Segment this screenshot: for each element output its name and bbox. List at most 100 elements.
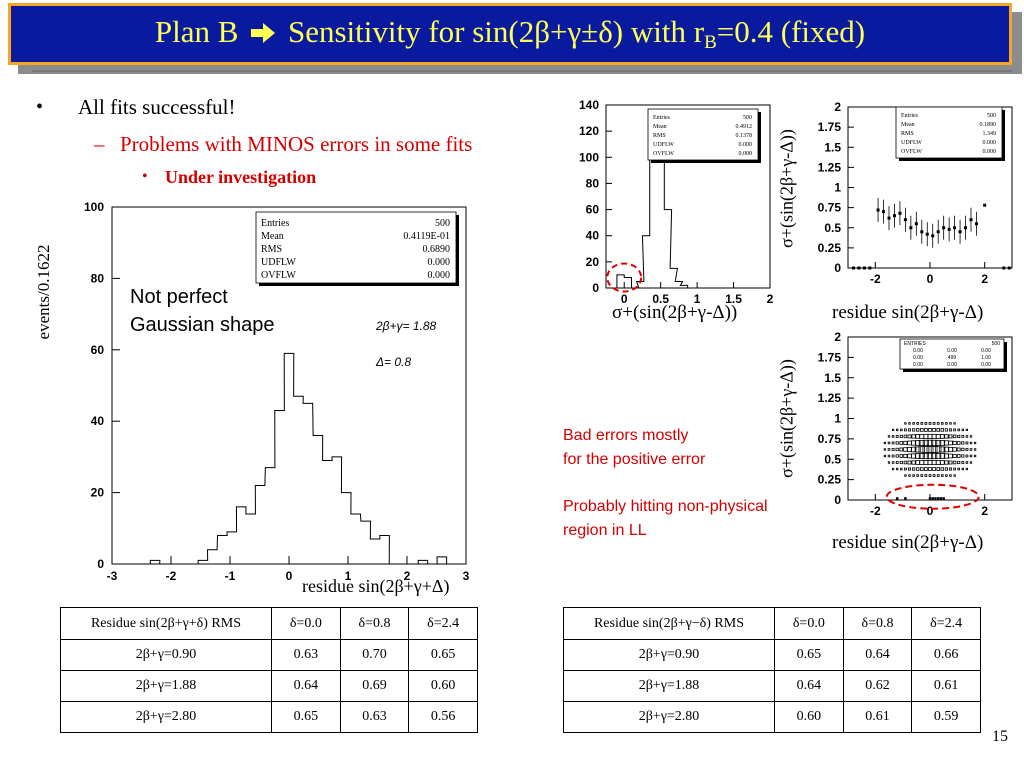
x-tick-label: 1 bbox=[694, 292, 701, 306]
table-cell: 2β+γ=2.80 bbox=[60, 701, 272, 733]
density-cell bbox=[934, 446, 942, 453]
sigma-histogram: 0 0.5 1 1.5 2 0 20 40 60 80 100 120 140 Entries 500 Mea… bbox=[560, 95, 780, 330]
density-cell bbox=[904, 422, 907, 425]
density-cell bbox=[903, 447, 908, 452]
stats-grid-value: 0.00 bbox=[913, 355, 923, 361]
density-cell bbox=[920, 474, 924, 477]
annotation-line: Gaussian shape bbox=[130, 314, 275, 336]
density-cell bbox=[931, 433, 937, 439]
density-cell bbox=[926, 452, 934, 460]
x-tick-label: 0.5 bbox=[652, 292, 669, 306]
density-cell bbox=[916, 474, 919, 477]
box-ylabel-wrap: σ+(sin(2β+γ-Δ)) bbox=[772, 340, 802, 500]
low-point bbox=[896, 497, 899, 500]
y-tick-label: 0 bbox=[97, 557, 104, 571]
table-cell: 0.65 bbox=[774, 639, 844, 671]
density-cell bbox=[928, 422, 932, 425]
density-cell bbox=[891, 448, 895, 451]
bullet-2: Problems with MINOS errors in some fits bbox=[120, 132, 473, 156]
y-tick-label: 60 bbox=[586, 203, 600, 217]
density-cell bbox=[939, 440, 946, 446]
density-cell bbox=[928, 428, 932, 432]
density-cell bbox=[961, 447, 965, 452]
density-cell bbox=[924, 428, 928, 432]
table-cell: 0.65 bbox=[408, 639, 478, 671]
table-row: 2β+γ=2.80 0.60 0.61 0.59 bbox=[563, 701, 981, 733]
density-cell bbox=[915, 467, 920, 471]
density-cell bbox=[973, 441, 977, 445]
density-cell bbox=[911, 440, 917, 446]
table-cell: 0.61 bbox=[911, 670, 981, 702]
density-cell bbox=[965, 467, 969, 471]
stats-label: OVFLW bbox=[653, 151, 674, 157]
table-cell: 0.64 bbox=[842, 639, 913, 671]
stats-label: OVFLW bbox=[261, 270, 296, 281]
scatter-box-plot: -2 0 2 0 0.25 0.5 0.75 1 1.25 1.5 1.75 2 ENTRIES 500 0… bbox=[808, 325, 1024, 540]
table-header-cell: δ=0.8 bbox=[842, 607, 913, 640]
density-cell bbox=[927, 433, 933, 439]
stats-value: 0.4119E-01 bbox=[403, 231, 450, 242]
rms-table-minus: Residue sin(2β+γ−δ) RMS δ=0.0 δ=0.8 δ=2.… bbox=[563, 607, 981, 733]
density-cell bbox=[907, 440, 912, 446]
density-cell bbox=[883, 454, 887, 458]
stats-grid-value: 0.00 bbox=[981, 362, 991, 368]
density-cell bbox=[961, 435, 965, 438]
density-cell bbox=[930, 446, 938, 453]
y-tick-label: 60 bbox=[91, 343, 105, 357]
density-cell bbox=[936, 428, 940, 432]
density-cell bbox=[949, 467, 952, 471]
stats-value: 0.4912 bbox=[736, 124, 753, 130]
note-line: region in LL bbox=[563, 522, 647, 539]
stats-value: 0.1378 bbox=[736, 133, 753, 139]
stats-grid-value: 0.00 bbox=[981, 348, 991, 354]
density-cell bbox=[926, 439, 934, 447]
density-cell bbox=[922, 452, 930, 460]
density-cell bbox=[969, 435, 973, 438]
stats-label: Entries bbox=[653, 115, 671, 121]
bullet-dash-2: – bbox=[94, 132, 105, 156]
annotation-not-perfect: Not perfect Gaussian shape bbox=[130, 283, 275, 339]
density-cell bbox=[904, 428, 907, 432]
density-cell bbox=[930, 452, 938, 460]
density-cell bbox=[908, 428, 911, 432]
density-cell bbox=[908, 474, 911, 477]
y-tick-label: 0 bbox=[834, 493, 841, 507]
profile-ylabel: σ+(sin(2β+γ-Δ)) bbox=[776, 129, 797, 248]
low-point bbox=[904, 497, 907, 500]
table-header-row: Residue sin(2β+γ+δ) RMS δ=0.0 δ=0.8 δ=2.… bbox=[60, 607, 478, 640]
density-cell bbox=[949, 428, 952, 432]
density-cell bbox=[957, 434, 961, 438]
x-tick-label: 1 bbox=[345, 569, 352, 583]
density-cell bbox=[891, 467, 895, 471]
density-cell bbox=[969, 461, 973, 464]
x-tick-label: -2 bbox=[870, 504, 881, 518]
density-cell bbox=[911, 434, 916, 439]
data-point bbox=[851, 266, 855, 270]
density-cell bbox=[907, 460, 912, 465]
y-tick-label: 0 bbox=[592, 281, 599, 295]
density-cell bbox=[965, 428, 969, 432]
density-cell bbox=[918, 453, 925, 459]
density-cell bbox=[936, 474, 940, 477]
stats-box bbox=[255, 211, 457, 284]
main-ylabel-wrap: events/0.1622 bbox=[20, 210, 60, 380]
y-tick-label: 0.75 bbox=[818, 432, 842, 446]
y-tick-label: 1.25 bbox=[818, 391, 842, 405]
density-cell bbox=[936, 422, 940, 425]
x-tick-label: 0 bbox=[286, 569, 293, 583]
density-cell bbox=[928, 467, 932, 471]
density-cell bbox=[961, 441, 965, 445]
density-cell bbox=[965, 461, 969, 464]
density-cell bbox=[911, 428, 916, 432]
density-cell bbox=[965, 441, 969, 445]
density-cell bbox=[944, 467, 949, 471]
profile-xlabel: residue sin(2β+γ-Δ) bbox=[832, 302, 984, 323]
density-cell bbox=[883, 441, 887, 445]
density-cell bbox=[961, 461, 965, 464]
density-cell bbox=[924, 474, 928, 477]
stats-value: 500 bbox=[987, 113, 996, 119]
table-cell: 0.63 bbox=[271, 639, 341, 671]
density-cell bbox=[918, 439, 925, 446]
stats-label: ENTRIES bbox=[904, 341, 926, 347]
